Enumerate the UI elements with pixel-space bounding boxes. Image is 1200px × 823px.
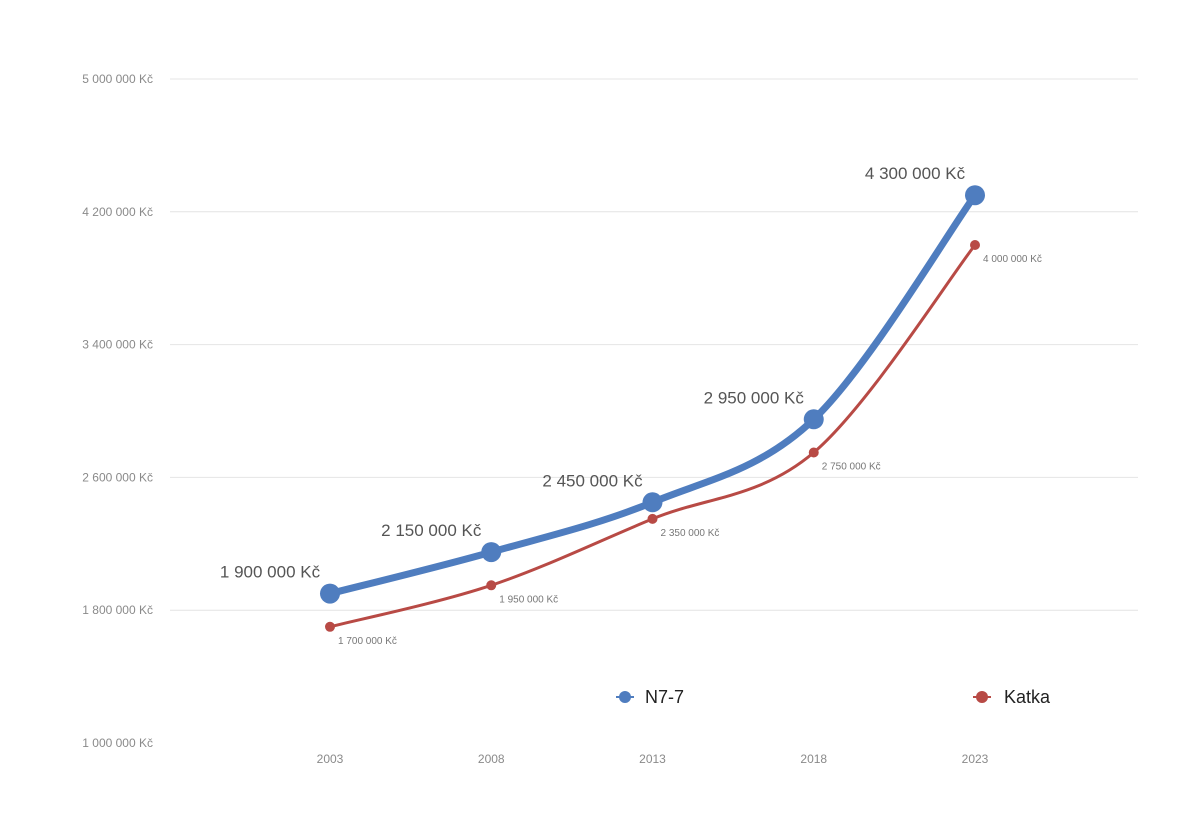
data-label-n7-7: 1 900 000 Kč — [220, 563, 321, 582]
legend-item-n7-7: N7-7 — [616, 687, 684, 707]
data-label-katka: 2 750 000 Kč — [822, 462, 881, 473]
y-axis-tick-labels: 1 000 000 Kč 1 800 000 Kč 2 600 000 Kč 3 40… — [82, 72, 153, 750]
data-label-katka: 1 950 000 Kč — [499, 594, 558, 605]
data-point-n7-7 — [320, 583, 340, 604]
data-label-n7-7: 2 150 000 Kč — [381, 521, 482, 540]
series-line-katka — [328, 243, 977, 629]
x-axis-tick-labels: 2003 2008 2013 2018 2023 — [317, 752, 989, 766]
legend-marker-katka — [976, 691, 988, 703]
x-tick-label: 2013 — [639, 752, 666, 766]
y-tick-label: 3 400 000 Kč — [82, 338, 153, 352]
data-label-katka: 2 350 000 Kč — [661, 528, 720, 539]
x-tick-label: 2023 — [962, 752, 989, 766]
legend-label-n7-7: N7-7 — [645, 687, 684, 707]
legend: N7-7 Katka — [616, 687, 1051, 707]
data-labels: 1 700 000 Kč 1 950 000 Kč 2 350 000 Kč 2 75… — [220, 164, 1042, 647]
series-lines — [320, 185, 985, 632]
data-label-n7-7: 4 300 000 Kč — [865, 164, 966, 183]
gridlines — [170, 78, 1138, 611]
data-label-n7-7: 2 450 000 Kč — [542, 471, 643, 490]
data-point-n7-7 — [965, 185, 985, 206]
y-tick-label: 1 800 000 Kč — [82, 603, 153, 617]
legend-item-katka: Katka — [973, 687, 1051, 707]
x-tick-label: 2003 — [317, 752, 344, 766]
data-label-katka: 1 700 000 Kč — [338, 636, 397, 647]
data-point-katka — [970, 240, 980, 250]
data-point-katka — [808, 447, 819, 458]
data-point-n7-7 — [481, 542, 502, 563]
y-tick-label: 5 000 000 Kč — [82, 72, 153, 86]
legend-label-katka: Katka — [1004, 687, 1051, 707]
y-tick-label: 4 200 000 Kč — [82, 205, 153, 219]
y-tick-label: 2 600 000 Kč — [82, 470, 153, 484]
data-label-katka: 4 000 000 Kč — [983, 254, 1042, 265]
data-label-n7-7: 2 950 000 Kč — [704, 388, 805, 407]
legend-marker-n7-7 — [619, 691, 631, 703]
data-point-katka — [325, 621, 335, 632]
data-point-n7-7 — [803, 409, 824, 430]
data-point-katka — [486, 580, 497, 591]
data-point-n7-7 — [642, 492, 663, 513]
series-line-n7-7 — [326, 191, 979, 598]
y-tick-label: 1 000 000 Kč — [82, 736, 153, 750]
x-tick-label: 2018 — [800, 752, 827, 766]
data-point-katka — [647, 513, 658, 524]
x-tick-label: 2008 — [478, 752, 505, 766]
